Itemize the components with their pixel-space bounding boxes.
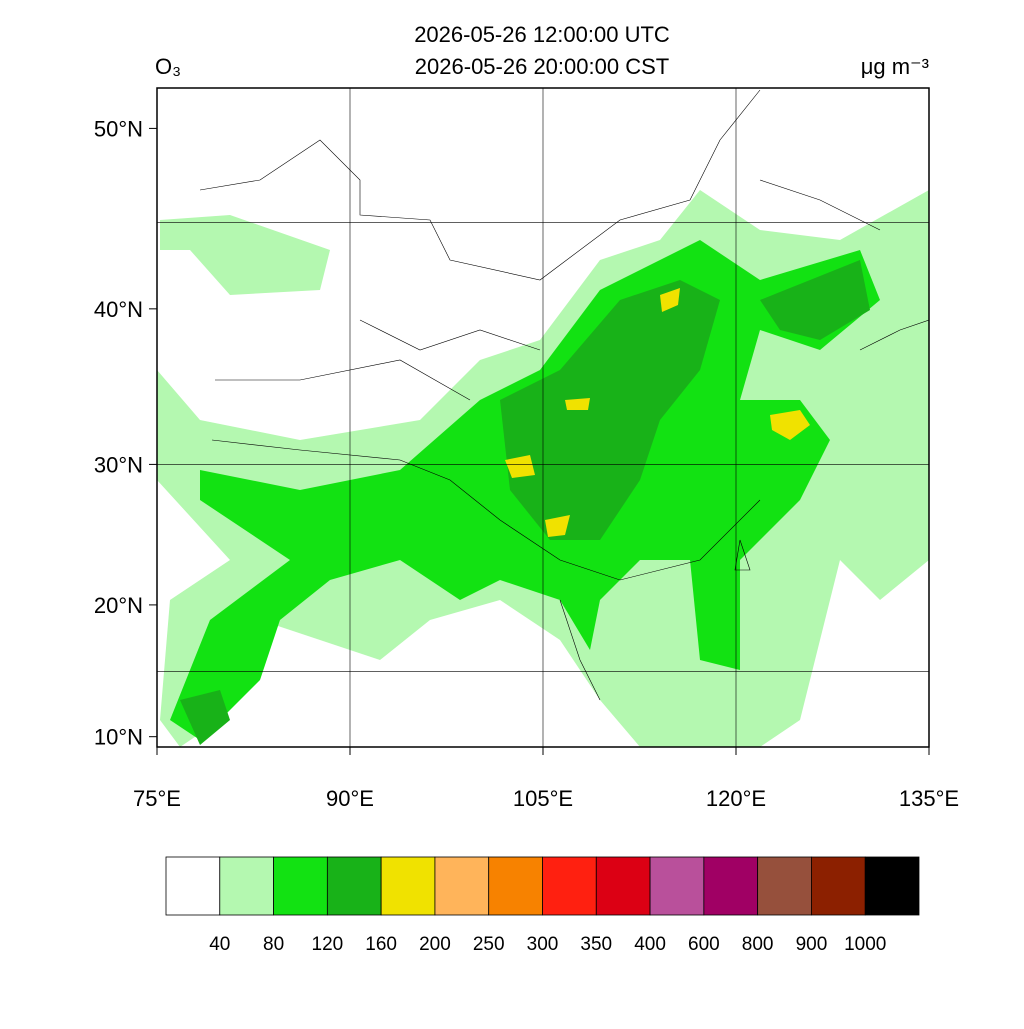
- o3-light: [160, 215, 330, 295]
- colorbar-label: 1000: [844, 934, 886, 955]
- subtitle: 2026-05-26 20:00:00 CST: [415, 54, 669, 79]
- colorbar-label: 900: [796, 934, 828, 955]
- colorbar-label: 200: [419, 934, 451, 955]
- colorbar-box: [326, 856, 382, 916]
- y-tick-label: 30°N: [94, 452, 143, 477]
- x-tick-label: 105°E: [513, 786, 573, 811]
- units-label: μg m⁻³: [861, 54, 929, 79]
- o3-darkgreen: [500, 280, 720, 540]
- y-tick-label: 10°N: [94, 725, 143, 750]
- colorbar-label: 400: [634, 934, 666, 955]
- variable-label: O₃: [155, 54, 181, 79]
- colorbar-box: [488, 856, 543, 916]
- colorbar-box: [595, 856, 651, 916]
- o3-yellow: [565, 398, 590, 410]
- colorbar-label: 80: [263, 934, 284, 955]
- colorbar-box: [542, 856, 597, 916]
- colorbar-label: 40: [209, 934, 230, 955]
- x-tick-label: 90°E: [326, 786, 374, 811]
- colorbar-box: [703, 856, 759, 916]
- x-tick-label: 75°E: [133, 786, 181, 811]
- o3-darkgreen: [760, 260, 870, 340]
- x-tick-label: 135°E: [899, 786, 959, 811]
- colorbar-box: [649, 856, 705, 916]
- colorbar-label: 250: [473, 934, 505, 955]
- colorbar-box: [165, 856, 221, 916]
- o3-yellow: [770, 410, 810, 440]
- x-tick-label: 120°E: [706, 786, 766, 811]
- o3-yellow: [660, 288, 680, 312]
- o3-yellow: [545, 515, 570, 537]
- colorbar-label: 800: [742, 934, 774, 955]
- colorbar-box: [434, 856, 490, 916]
- colorbar-label: 350: [580, 934, 612, 955]
- colorbar-box: [273, 856, 328, 916]
- title: 2026-05-26 12:00:00 UTC: [414, 22, 670, 47]
- o3-darkgreen: [180, 690, 230, 745]
- axes: 75°E 90°E 105°E 120°E 135°E 10°N 20°N 30°N 40°N 5…: [94, 88, 959, 955]
- colorbar-box: [811, 856, 866, 916]
- colorbar-box: [380, 856, 436, 916]
- colorbar-label: 160: [365, 934, 397, 955]
- colorbar-box: [864, 856, 920, 916]
- colorbar-box: [757, 856, 812, 916]
- y-tick-label: 20°N: [94, 593, 143, 618]
- colorbar-label: 600: [688, 934, 720, 955]
- o3-yellow: [505, 455, 535, 478]
- colorbar-box: [219, 856, 274, 916]
- colorbar-label: 120: [312, 934, 344, 955]
- y-tick-label: 50°N: [94, 116, 143, 141]
- colorbar-label: 300: [527, 934, 559, 955]
- y-tick-label: 40°N: [94, 297, 143, 322]
